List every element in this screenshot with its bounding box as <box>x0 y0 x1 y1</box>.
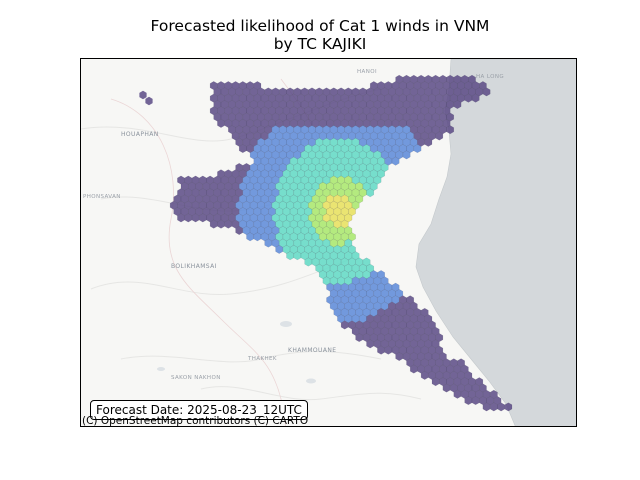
place-label: BOLIKHAMSAI <box>171 263 217 270</box>
sea-area <box>415 59 576 426</box>
hex-cell <box>209 219 218 229</box>
hex-cell <box>431 377 440 387</box>
map-panel[interactable]: HANOI HA LONG HOUAPHAN PHONSAVAN BOLIKHA… <box>80 58 577 427</box>
hex-cell <box>191 213 200 223</box>
hex-cell <box>413 144 422 154</box>
map-attribution: (C) OpenStreetMap contributors (C) CARTO <box>82 415 309 427</box>
hex-cell <box>264 238 273 248</box>
hex-cell <box>139 90 147 100</box>
hex-cell <box>482 402 491 412</box>
hex-cell <box>453 389 462 399</box>
hex-cell <box>395 352 404 361</box>
hex-cell <box>177 213 185 223</box>
hex-cell <box>384 345 393 355</box>
hex-cell <box>402 150 411 160</box>
lake <box>306 378 316 384</box>
hex-cell <box>366 339 374 349</box>
place-label: KHAMMOUANE <box>288 347 336 354</box>
place-label: HOUAPHAN <box>121 131 159 138</box>
hex-cell <box>391 156 400 166</box>
hex-cell <box>275 244 284 254</box>
hex-cell <box>224 219 233 229</box>
hex-cell <box>293 251 302 261</box>
hex-cell <box>246 232 255 242</box>
probability-hex-layer <box>139 74 513 412</box>
hex-cell <box>490 402 498 412</box>
hex-cell <box>453 100 462 109</box>
hex-cell <box>497 402 505 412</box>
hex-cell <box>442 383 451 393</box>
hex-cell <box>217 219 225 229</box>
hex-cell <box>217 118 225 128</box>
hex-cell <box>504 402 513 412</box>
hex-cell <box>446 125 454 135</box>
lake <box>280 321 292 327</box>
hex-cell <box>410 364 418 374</box>
hex-cell <box>340 320 349 330</box>
hex-cell <box>435 131 444 141</box>
map-subtitle: by TC KAJIKI <box>273 35 367 53</box>
place-label: SAKON NAKHON <box>171 375 221 381</box>
road-line <box>90 258 352 296</box>
hex-cell <box>420 370 429 380</box>
hex-cell <box>464 396 473 406</box>
place-label: HANOI <box>357 69 377 75</box>
road-line <box>120 351 382 363</box>
hex-cell <box>377 345 385 355</box>
road-line <box>200 386 422 401</box>
hex-cell <box>198 213 207 223</box>
place-label: PHONSAVAN <box>83 194 121 200</box>
hex-cell <box>286 251 295 261</box>
hex-cell <box>304 257 313 267</box>
border-line <box>110 98 287 426</box>
hex-cell <box>482 87 491 97</box>
basemap: HANOI HA LONG HOUAPHAN PHONSAVAN BOLIKHA… <box>81 59 576 426</box>
lake <box>157 367 165 371</box>
hex-cell <box>238 144 247 154</box>
hex-cell <box>253 232 262 242</box>
hex-cell <box>235 226 244 235</box>
hex-cell <box>464 93 473 103</box>
place-label: THAKHEK <box>247 356 277 362</box>
hex-cell <box>471 93 480 103</box>
hex-cell <box>424 137 433 147</box>
map-title: Forecasted likelihood of Cat 1 winds in … <box>150 17 490 35</box>
hex-cell <box>366 188 374 198</box>
hex-cell <box>471 396 480 406</box>
hex-cell <box>355 333 364 343</box>
forecast-date-label: Forecast Date: 2025-08-23_12UTC <box>90 400 308 420</box>
hex-cell <box>184 213 193 223</box>
hex-cell <box>145 96 153 106</box>
place-label: HA LONG <box>476 74 504 80</box>
